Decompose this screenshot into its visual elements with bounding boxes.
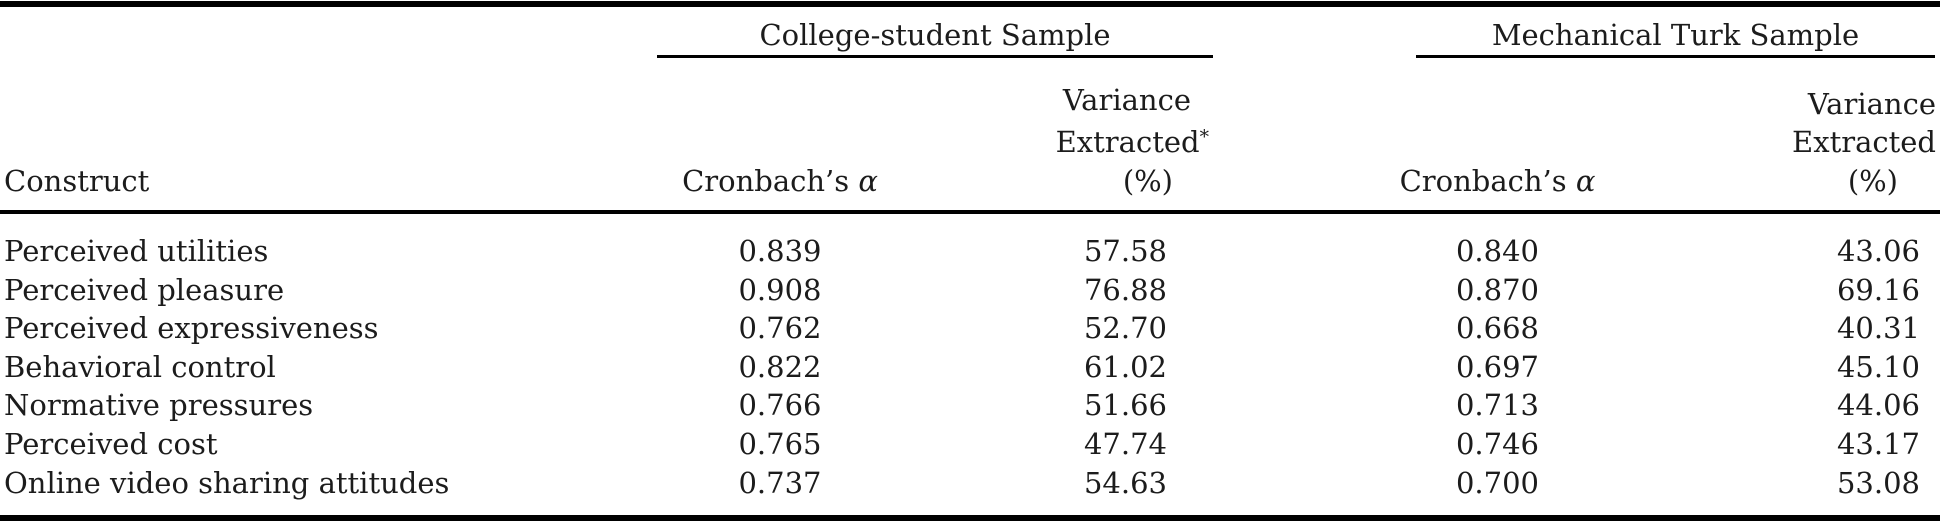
college-ve-cell: 54.63	[920, 463, 1215, 522]
cronbach-label: Cronbach’s	[1399, 163, 1567, 198]
construct-cell: Perceived utilities	[4, 234, 269, 268]
college-alpha-cell: 0.765	[738, 426, 822, 461]
construct-column-header: Construct	[0, 58, 640, 214]
college-alpha-cell: 0.766	[738, 388, 822, 423]
empty-corner-cell	[0, 4, 640, 58]
mturk-sample-label: Mechanical Turk Sample	[1491, 18, 1860, 52]
mturk-alpha-cell: 0.870	[1455, 272, 1540, 307]
college-alpha-cell: 0.908	[738, 272, 822, 307]
sample-group-header-row: College-student Sample Mechanical Turk S…	[0, 4, 1940, 58]
table-row: Perceived pleasure 0.908 76.88 0.870 69.…	[0, 271, 1940, 310]
mturk-alpha-cell: 0.700	[1215, 463, 1740, 522]
construct-cell: Normative pressures	[4, 388, 314, 423]
construct-cell: Behavioral control	[4, 349, 276, 384]
table-row: Online video sharing attitudes 0.737 54.…	[0, 463, 1940, 522]
variance-line: Variance	[1807, 86, 1936, 121]
college-alpha-cell: 0.822	[738, 349, 822, 384]
college-ve-cell: 57.58	[1083, 234, 1167, 268]
table-row: Normative pressures 0.766 51.66 0.713 44…	[0, 386, 1940, 425]
college-sample-spanner-rule: College-student Sample	[657, 19, 1213, 58]
cronbach-label: Cronbach’s	[682, 163, 850, 198]
college-ve-cell: 51.66	[1083, 388, 1167, 423]
mturk-ve-cell: 53.08	[1740, 463, 1940, 522]
mturk-alpha-cell: 0.746	[1455, 426, 1540, 461]
college-alpha-cell: 0.839	[738, 234, 822, 268]
mturk-cronbach-column-header: Cronbach’s α	[1215, 58, 1740, 214]
percent-line: (%)	[1847, 163, 1898, 198]
construct-cell: Online video sharing attitudes	[0, 463, 640, 522]
mturk-alpha-cell: 0.668	[1455, 311, 1540, 346]
alpha-symbol: α	[858, 163, 878, 198]
footnote-asterisk: *	[1199, 127, 1209, 148]
column-header-row: Construct Cronbach’s α Variance Extracte…	[0, 58, 1940, 214]
college-cronbach-column-header: Cronbach’s α	[640, 58, 920, 214]
mturk-ve-cell: 69.16	[1836, 272, 1920, 307]
mturk-ve-cell: 43.06	[1836, 234, 1920, 268]
table-row: Perceived cost 0.765 47.74 0.746 43.17	[0, 425, 1940, 464]
extracted-line: Extracted	[1792, 125, 1936, 159]
mturk-ve-cell: 43.17	[1836, 426, 1920, 461]
variance-line: Variance	[1062, 82, 1191, 117]
mturk-sample-group-header: Mechanical Turk Sample	[1215, 4, 1940, 58]
table-row: Perceived expressiveness 0.762 52.70 0.6…	[0, 309, 1940, 348]
college-alpha-cell: 0.737	[640, 463, 920, 522]
mturk-ve-cell: 40.31	[1836, 311, 1920, 346]
college-ve-cell: 61.02	[1083, 349, 1167, 384]
college-ve-cell: 52.70	[1083, 311, 1167, 346]
college-ve-cell: 76.88	[1083, 272, 1167, 307]
mturk-alpha-cell: 0.697	[1455, 349, 1540, 384]
mturk-ve-cell: 45.10	[1836, 349, 1920, 384]
mturk-alpha-cell: 0.840	[1455, 234, 1540, 268]
college-alpha-cell: 0.762	[738, 311, 822, 346]
construct-cell: Perceived pleasure	[4, 272, 285, 307]
extracted-line: Extracted*	[1055, 125, 1209, 159]
college-ve-cell: 47.74	[1083, 426, 1167, 461]
mturk-sample-spanner-rule: Mechanical Turk Sample	[1416, 19, 1935, 58]
percent-line: (%)	[1122, 163, 1173, 198]
construct-cell: Perceived cost	[4, 426, 218, 461]
construct-cell: Perceived expressiveness	[4, 311, 379, 346]
college-variance-column-header: Variance Extracted* (%)	[920, 58, 1215, 214]
mturk-variance-column-header: Variance Extracted (%)	[1740, 58, 1940, 214]
college-sample-group-header: College-student Sample	[640, 4, 1215, 58]
alpha-symbol: α	[1575, 163, 1596, 198]
mturk-alpha-cell: 0.713	[1455, 388, 1540, 423]
mturk-ve-cell: 44.06	[1836, 388, 1920, 423]
table-row: Perceived utilities 0.839 57.58 0.840 43…	[0, 212, 1940, 271]
college-sample-label: College-student Sample	[759, 18, 1111, 52]
table-row: Behavioral control 0.822 61.02 0.697 45.…	[0, 348, 1940, 387]
